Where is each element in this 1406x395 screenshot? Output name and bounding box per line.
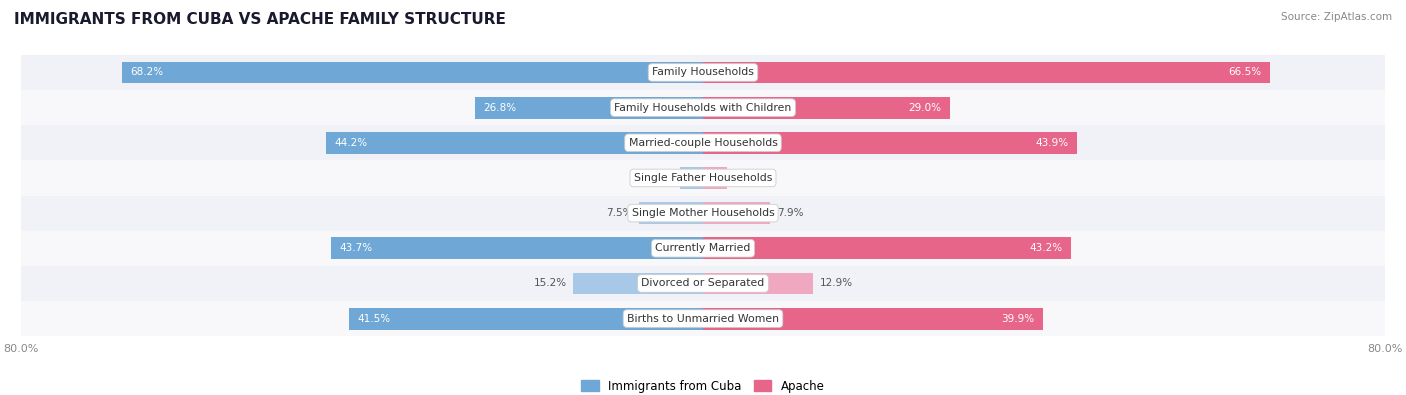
Bar <box>703 237 1071 259</box>
Text: Single Mother Households: Single Mother Households <box>631 208 775 218</box>
Bar <box>681 167 703 189</box>
Text: Family Households: Family Households <box>652 68 754 77</box>
Bar <box>21 55 1385 90</box>
Bar <box>574 273 703 294</box>
Bar <box>703 202 770 224</box>
Bar <box>21 125 1385 160</box>
Text: 68.2%: 68.2% <box>131 68 163 77</box>
Text: Divorced or Separated: Divorced or Separated <box>641 278 765 288</box>
Text: 29.0%: 29.0% <box>908 103 942 113</box>
Bar <box>349 308 703 329</box>
Text: Source: ZipAtlas.com: Source: ZipAtlas.com <box>1281 12 1392 22</box>
Bar <box>330 237 703 259</box>
Text: 44.2%: 44.2% <box>335 138 368 148</box>
Text: 39.9%: 39.9% <box>1001 314 1035 324</box>
Text: 41.5%: 41.5% <box>357 314 391 324</box>
Bar <box>475 97 703 118</box>
Text: 43.2%: 43.2% <box>1029 243 1063 253</box>
Text: Married-couple Households: Married-couple Households <box>628 138 778 148</box>
Text: Births to Unmarried Women: Births to Unmarried Women <box>627 314 779 324</box>
Bar <box>21 160 1385 196</box>
Bar <box>703 308 1043 329</box>
Legend: Immigrants from Cuba, Apache: Immigrants from Cuba, Apache <box>576 375 830 395</box>
Bar <box>326 132 703 154</box>
Bar <box>703 167 727 189</box>
Text: IMMIGRANTS FROM CUBA VS APACHE FAMILY STRUCTURE: IMMIGRANTS FROM CUBA VS APACHE FAMILY ST… <box>14 12 506 27</box>
Text: 15.2%: 15.2% <box>533 278 567 288</box>
Bar <box>640 202 703 224</box>
Bar <box>703 97 950 118</box>
Text: Family Households with Children: Family Households with Children <box>614 103 792 113</box>
Bar <box>21 231 1385 266</box>
Bar <box>21 266 1385 301</box>
Bar <box>21 196 1385 231</box>
Bar <box>21 90 1385 125</box>
Text: Single Father Households: Single Father Households <box>634 173 772 183</box>
Text: 43.9%: 43.9% <box>1036 138 1069 148</box>
Text: 7.5%: 7.5% <box>606 208 633 218</box>
Bar <box>703 132 1077 154</box>
Text: 7.9%: 7.9% <box>778 208 804 218</box>
Text: Currently Married: Currently Married <box>655 243 751 253</box>
Text: 2.8%: 2.8% <box>734 173 761 183</box>
Bar <box>703 273 813 294</box>
Bar <box>122 62 703 83</box>
Text: 66.5%: 66.5% <box>1229 68 1261 77</box>
Text: 43.7%: 43.7% <box>339 243 373 253</box>
Bar <box>21 301 1385 336</box>
Text: 12.9%: 12.9% <box>820 278 853 288</box>
Text: 26.8%: 26.8% <box>484 103 516 113</box>
Text: 2.7%: 2.7% <box>647 173 673 183</box>
Bar <box>703 62 1270 83</box>
